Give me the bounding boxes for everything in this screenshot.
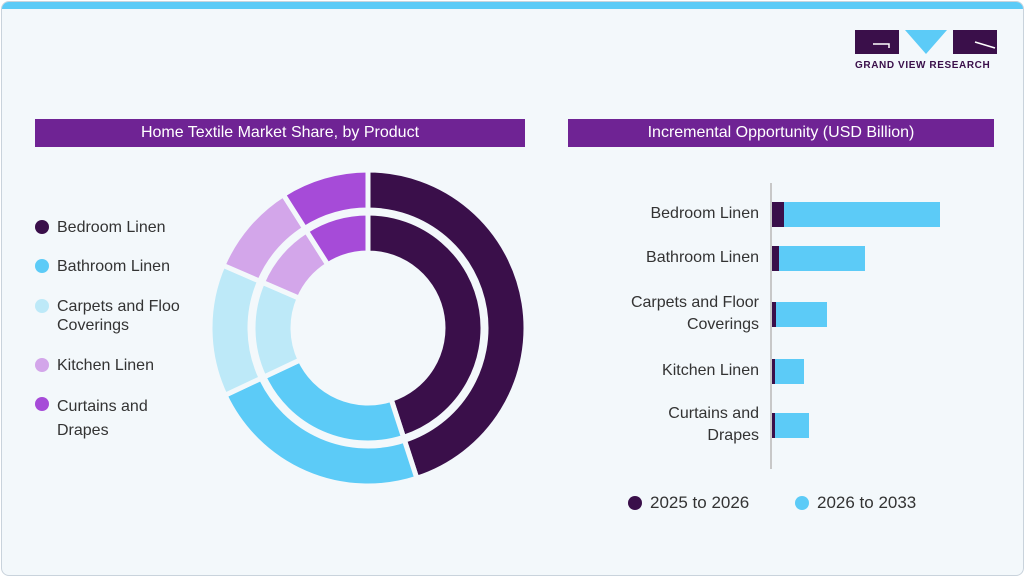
outer-slice-0 — [365, 167, 529, 482]
legend-label: Kitchen Linen — [57, 357, 154, 374]
bar-legend-item: 2026 to 2033 — [795, 493, 916, 513]
bar-4-series-0 — [772, 413, 775, 438]
donut-title: Home Textile Market Share, by Product — [35, 119, 525, 147]
legend-item: Bathroom Linen — [35, 257, 170, 276]
legend-item: Curtains and Drapes — [35, 395, 148, 443]
bar-title: Incremental Opportunity (USD Billion) — [568, 119, 994, 147]
legend-swatch — [35, 220, 49, 234]
brand-name: GRAND VIEW RESEARCH — [855, 60, 991, 71]
bar-1-series-1 — [779, 246, 865, 271]
legend-swatch — [35, 358, 49, 372]
legend-swatch — [795, 496, 809, 510]
inner-slice-0 — [365, 210, 486, 441]
legend-swatch — [35, 397, 49, 411]
legend-label: Curtains and Drapes — [57, 398, 148, 439]
legend-item: Bedroom Linen — [35, 218, 166, 237]
bar-0-series-1 — [784, 202, 940, 227]
bar-category-label: Bathroom Linen — [646, 249, 759, 266]
legend-label: 2026 to 2033 — [817, 493, 917, 512]
outer-slice-4 — [279, 167, 371, 232]
top-accent-bar — [2, 2, 1023, 9]
bar-3-series-1 — [775, 359, 804, 384]
legend-item: Kitchen Linen — [35, 356, 154, 375]
legend-label: Carpets and Floo Coverings — [57, 298, 180, 334]
bar-category-label: Curtains and Drapes — [668, 405, 759, 444]
legend-label: Bathroom Linen — [57, 258, 170, 275]
legend-swatch — [628, 496, 642, 510]
bar-category-label: Carpets and Floor Coverings — [630, 294, 759, 333]
bar-4-series-1 — [775, 413, 809, 438]
bar-3-series-0 — [772, 359, 775, 384]
legend-label: 2025 to 2026 — [650, 493, 750, 512]
bar-category-label: Kitchen Linen — [662, 362, 759, 379]
legend-item: Carpets and Floo Coverings — [35, 297, 180, 335]
gvr-logo — [855, 30, 997, 54]
bar-legend-item: 2025 to 2026 — [628, 493, 749, 513]
bar-2-series-0 — [772, 302, 776, 327]
legend-swatch — [35, 299, 49, 313]
legend-swatch — [35, 259, 49, 273]
bar-category-label: Bedroom Linen — [650, 205, 759, 222]
legend-label: Bedroom Linen — [57, 219, 166, 236]
inner-slice-4 — [302, 210, 371, 269]
bar-0-series-0 — [772, 202, 784, 227]
bar-1-series-0 — [772, 246, 779, 271]
bar-2-series-1 — [776, 302, 827, 327]
